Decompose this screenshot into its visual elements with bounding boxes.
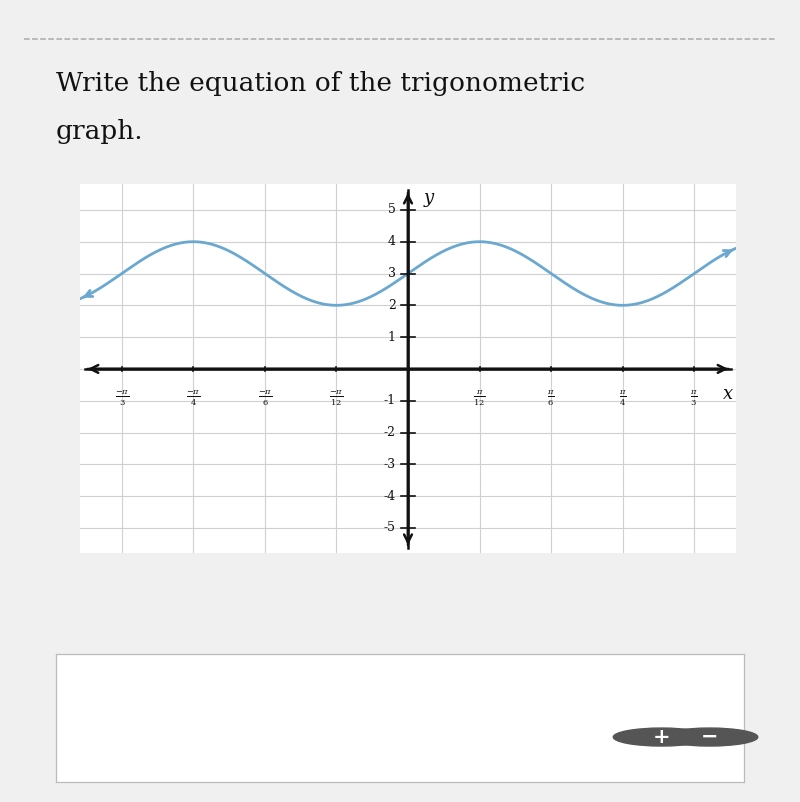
Text: $\frac{\pi}{12}$: $\frac{\pi}{12}$ — [474, 389, 486, 408]
Text: 4: 4 — [388, 235, 396, 248]
Text: 2: 2 — [388, 299, 396, 312]
Circle shape — [662, 728, 758, 746]
Text: $x$: $x$ — [722, 386, 734, 403]
Text: graph.: graph. — [56, 119, 144, 144]
Text: $y$: $y$ — [423, 191, 436, 209]
Text: −: − — [701, 727, 718, 747]
Text: -3: -3 — [383, 458, 396, 471]
Text: $\frac{\pi}{4}$: $\frac{\pi}{4}$ — [619, 389, 626, 408]
Text: $\frac{\pi}{3}$: $\frac{\pi}{3}$ — [690, 389, 698, 408]
Text: -2: -2 — [384, 426, 396, 439]
Text: -5: -5 — [384, 521, 396, 534]
Text: $\frac{-\pi}{4}$: $\frac{-\pi}{4}$ — [186, 389, 201, 408]
Circle shape — [614, 728, 710, 746]
Text: Write the equation of the trigonometric: Write the equation of the trigonometric — [56, 71, 585, 96]
Text: 5: 5 — [388, 204, 396, 217]
Text: $\frac{-\pi}{6}$: $\frac{-\pi}{6}$ — [258, 389, 272, 408]
Text: -4: -4 — [383, 490, 396, 503]
Text: $\frac{-\pi}{3}$: $\frac{-\pi}{3}$ — [114, 389, 129, 408]
Text: 3: 3 — [388, 267, 396, 280]
Text: 1: 1 — [388, 330, 396, 343]
Text: $\frac{-\pi}{12}$: $\frac{-\pi}{12}$ — [330, 389, 344, 408]
Text: +: + — [653, 727, 670, 747]
Text: -1: -1 — [383, 395, 396, 407]
Text: $\frac{\pi}{6}$: $\frac{\pi}{6}$ — [547, 389, 555, 408]
